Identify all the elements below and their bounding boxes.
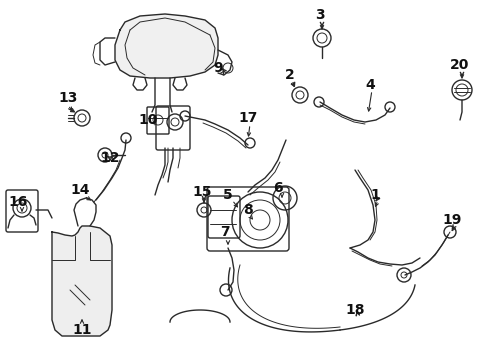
Text: 9: 9 — [213, 61, 223, 75]
Text: 18: 18 — [345, 303, 365, 317]
Text: 5: 5 — [223, 188, 233, 202]
Text: 19: 19 — [442, 213, 462, 227]
Text: 10: 10 — [138, 113, 158, 127]
Polygon shape — [115, 14, 218, 78]
Text: 16: 16 — [8, 195, 28, 209]
Text: 14: 14 — [70, 183, 90, 197]
Text: 3: 3 — [315, 8, 325, 22]
Text: 2: 2 — [285, 68, 295, 82]
Text: 12: 12 — [100, 151, 120, 165]
Text: 4: 4 — [365, 78, 375, 92]
Text: 13: 13 — [58, 91, 78, 105]
Text: 8: 8 — [243, 203, 253, 217]
Text: 1: 1 — [370, 188, 380, 202]
Text: 15: 15 — [192, 185, 212, 199]
Text: 11: 11 — [72, 323, 92, 337]
Text: 20: 20 — [450, 58, 470, 72]
Text: 7: 7 — [220, 225, 230, 239]
Text: 17: 17 — [238, 111, 258, 125]
Polygon shape — [52, 226, 112, 336]
Text: 6: 6 — [273, 181, 283, 195]
